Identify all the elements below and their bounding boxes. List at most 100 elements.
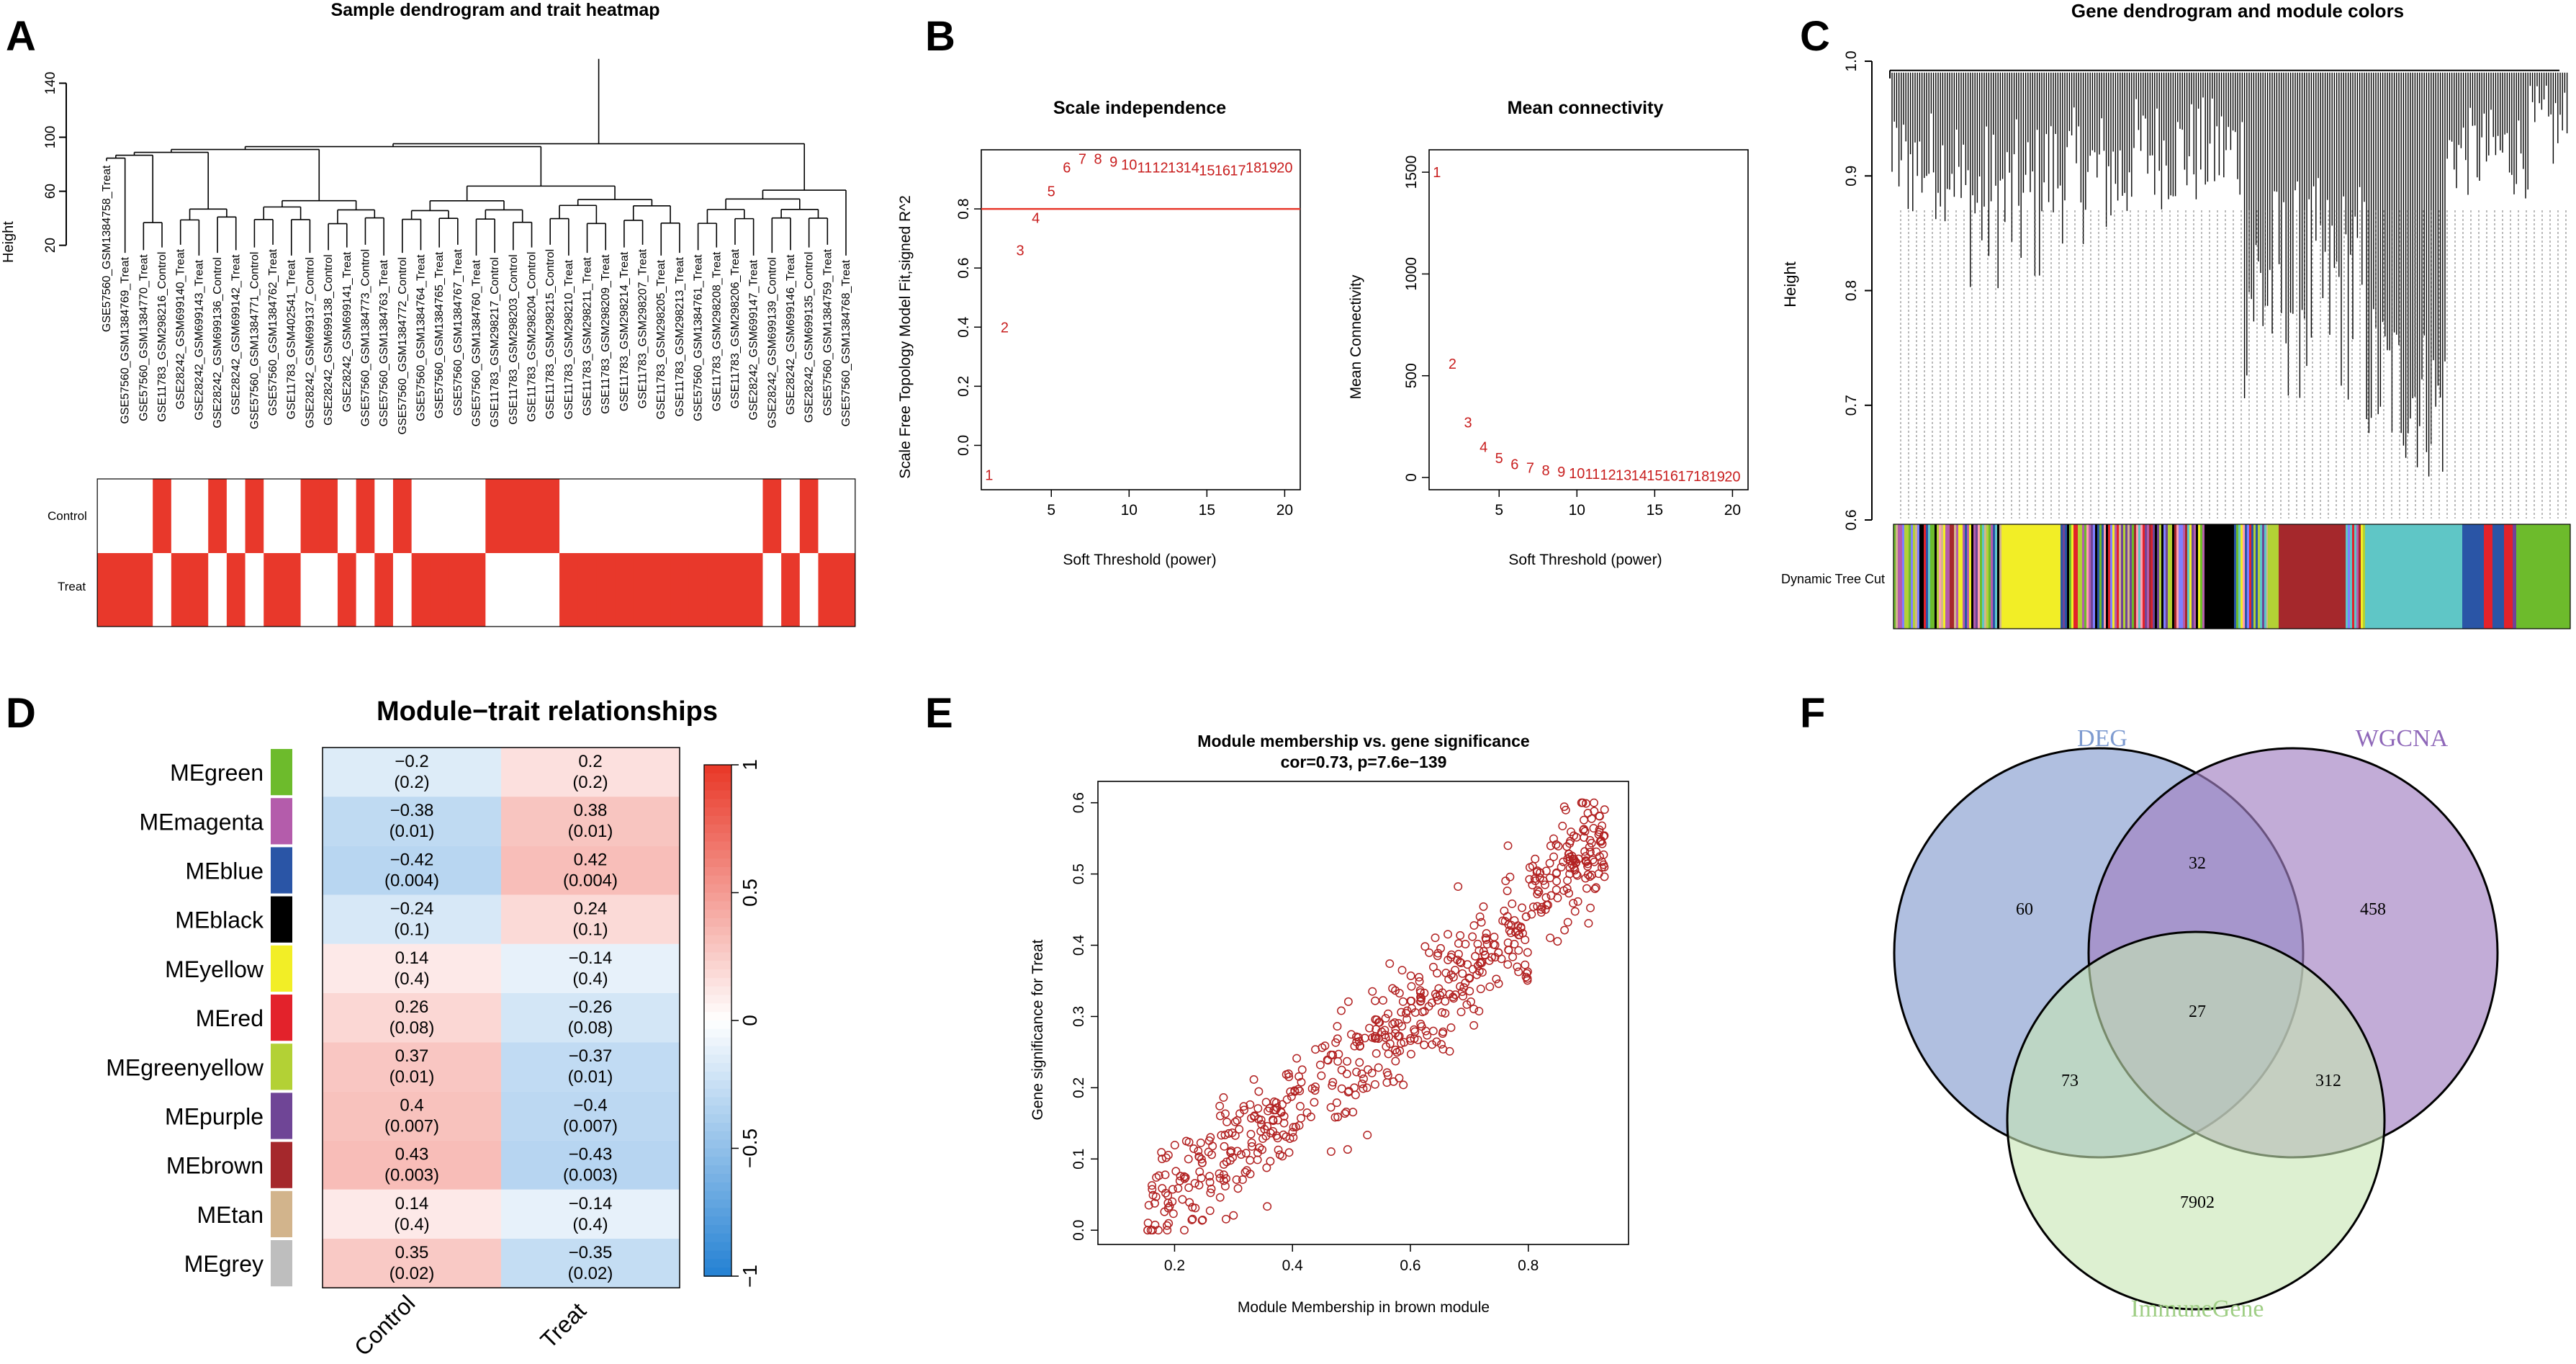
gene-point	[1143, 1219, 1153, 1228]
gene-point	[1552, 876, 1562, 886]
module-color-stripe	[2174, 524, 2177, 629]
cell-pvalue: (0.08)	[568, 1018, 613, 1038]
gene-point	[1315, 1060, 1325, 1069]
module-trait-heatmap: MEgreen −0.2 (0.2) 0.2 (0.2) MEmagenta −0.38 (0…	[106, 747, 680, 1361]
gene-point	[1383, 1071, 1392, 1080]
legend-step	[704, 1097, 731, 1107]
trait-cell-treat	[264, 553, 283, 627]
trait-cell-control	[319, 479, 338, 553]
gene-point	[1523, 948, 1532, 957]
legend-step	[704, 850, 731, 859]
module-color-stripe	[2112, 524, 2115, 629]
gene-point	[1352, 1067, 1361, 1077]
legend-tick-label: 1	[739, 759, 761, 771]
module-color-stripe	[2187, 524, 2190, 629]
x-tick-label: 20	[1276, 502, 1293, 519]
gene-point	[1174, 1184, 1183, 1193]
module-color-stripe	[2078, 524, 2081, 629]
trait-cell-control	[799, 479, 819, 553]
sample-label: GSE11783_GSM298215_Control	[544, 249, 557, 419]
gene-point	[1187, 1216, 1197, 1224]
gene-point	[1229, 1211, 1238, 1220]
gene-point	[1585, 848, 1595, 857]
power-label: 17	[1677, 469, 1693, 485]
gene-point	[1247, 1142, 1256, 1151]
module-color-stripe	[1967, 524, 1970, 629]
module-color-stripe	[2089, 524, 2091, 629]
gene-point	[1196, 1139, 1205, 1147]
gene-point	[1350, 1083, 1359, 1092]
sample-label: GSE57560_GSM1384759_Treat	[821, 248, 834, 416]
trait-cell-control	[744, 479, 763, 553]
gene-point	[1428, 1040, 1437, 1049]
gene-point	[1152, 1172, 1161, 1182]
legend-tick-label: −0.5	[739, 1129, 761, 1168]
heatmap-cell	[323, 1140, 501, 1190]
legend-step	[704, 867, 731, 876]
legend-step	[704, 884, 731, 894]
heatmap-cell	[323, 943, 501, 993]
power-label: 5	[1048, 184, 1055, 199]
trait-cell-treat	[226, 553, 246, 627]
cell-pvalue: (0.2)	[394, 773, 429, 792]
module-color-stripe	[2253, 524, 2256, 629]
module-color-bar	[1893, 524, 2571, 629]
module-color-stripe	[2348, 524, 2351, 629]
trait-cell-treat	[245, 553, 264, 627]
b1-xlabel: Soft Threshold (power)	[1063, 552, 1216, 568]
gene-point	[1220, 1141, 1229, 1151]
c-y-tick-label: 0.6	[1843, 509, 1860, 530]
sample-label: GSE11783_GSM298208_Treat	[711, 251, 723, 411]
trait-cell-control	[688, 479, 708, 553]
gene-point	[1195, 1167, 1204, 1176]
gene-point	[1326, 1103, 1336, 1112]
trait-cell-treat	[115, 553, 135, 627]
trait-cell-control	[134, 479, 153, 553]
panel-e-subtitle: cor=0.73, p=7.6e−139	[1281, 753, 1447, 771]
gene-point	[1523, 976, 1532, 985]
module-row-label: MEblack	[175, 907, 264, 933]
e-x-tick-label: 0.4	[1282, 1257, 1304, 1274]
gene-point	[1558, 822, 1567, 830]
legend-step	[704, 790, 731, 800]
gene-point	[1402, 1015, 1412, 1024]
gene-point	[1595, 852, 1604, 861]
trait-cell-treat	[319, 553, 338, 627]
gene-point	[1436, 943, 1446, 953]
module-color-stripe	[1978, 524, 1981, 629]
module-color-stripe	[2241, 524, 2243, 629]
venn-count-deg-immune: 73	[2061, 1072, 2079, 1090]
gene-point	[1402, 1006, 1412, 1015]
module-color-stripe	[1911, 524, 1914, 629]
gene-point	[1444, 930, 1452, 939]
gene-point	[1246, 1100, 1255, 1109]
module-color-stripe	[2198, 524, 2201, 629]
trait-cell-control	[670, 479, 690, 553]
gene-point	[1380, 1031, 1390, 1040]
gene-point	[1415, 977, 1424, 986]
b2-ylabel: Mean Connectivity	[1348, 274, 1364, 399]
gene-point	[1160, 1207, 1169, 1216]
gene-point	[1446, 1023, 1456, 1032]
power-label: 16	[1662, 468, 1678, 484]
sample-label: GSE57560_GSM1384769_Treat	[120, 257, 132, 424]
cell-correlation: −0.4	[573, 1095, 607, 1115]
cell-pvalue: (0.4)	[572, 969, 608, 989]
gene-point	[1239, 1102, 1248, 1111]
sample-label: GSE11783_GSM298204_Control	[526, 252, 539, 422]
gene-point	[1595, 825, 1604, 835]
module-swatch	[271, 847, 292, 894]
sample-label: GSE57560_GSM1384770_Treat	[138, 254, 150, 421]
power-label: 11	[1138, 161, 1153, 176]
gene-point	[1165, 1202, 1174, 1211]
gene-point	[1220, 1131, 1230, 1139]
power-label: 8	[1542, 463, 1550, 479]
gene-point	[1151, 1192, 1161, 1201]
cell-correlation: −0.35	[569, 1243, 613, 1262]
power-label: 7	[1078, 151, 1086, 167]
legend-step	[704, 1165, 731, 1175]
column-label: Control	[349, 1290, 420, 1360]
gene-point	[1541, 893, 1551, 902]
module-color-stripe	[2163, 524, 2166, 629]
module-color-stripe	[2084, 524, 2087, 629]
